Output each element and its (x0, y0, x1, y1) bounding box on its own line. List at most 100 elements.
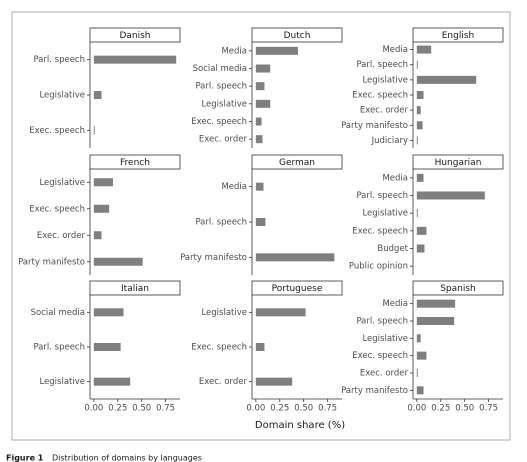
x-tick-label: 0.25 (431, 404, 450, 414)
x-tick-label: 0.00 (407, 404, 426, 414)
y-tick-label: Parl. speech (33, 343, 85, 353)
y-tick-label: Exec. speech (191, 117, 247, 127)
y-tick-label: Media (382, 45, 408, 55)
bar (255, 218, 266, 226)
bar (416, 369, 418, 377)
y-tick-label: Media (382, 299, 408, 309)
y-tick-label: Budget (377, 244, 408, 254)
y-tick-label: Party manifesto (180, 253, 247, 263)
y-tick-label: Exec. order (360, 106, 409, 116)
bar (416, 317, 455, 325)
caption-label: Figure 1 (6, 454, 44, 462)
bar (93, 231, 102, 240)
facet-header (251, 154, 343, 170)
y-tick-label: Exec. order (360, 369, 409, 379)
facet-title: German (279, 158, 315, 168)
bar (416, 173, 424, 182)
facet-title: French (120, 158, 150, 168)
bar (416, 136, 418, 145)
facet-title: Italian (121, 284, 149, 294)
bar (416, 209, 418, 218)
bar (416, 226, 427, 235)
bar (255, 253, 335, 262)
facet-title: Dutch (284, 31, 311, 41)
facet-header (89, 154, 181, 170)
facet-header (412, 280, 504, 296)
facet-title: Hungarian (435, 158, 482, 168)
y-tick-label: Exec. order (37, 231, 86, 241)
facet-header (412, 27, 504, 43)
y-tick-label: Parl. speech (356, 191, 408, 201)
bar (416, 334, 421, 343)
bar (416, 45, 432, 54)
bar (93, 308, 124, 317)
x-tick-label: 0.50 (294, 404, 313, 414)
y-tick-label: Exec. speech (352, 91, 408, 101)
bar (416, 244, 425, 253)
y-tick-label: Parl. speech (356, 317, 408, 327)
bar (255, 377, 293, 386)
y-tick-label: Public opinion (349, 262, 408, 272)
x-tick-label: 0.75 (479, 404, 498, 414)
y-tick-label: Exec. speech (29, 204, 85, 214)
x-tick-label: 0.75 (156, 404, 175, 414)
y-tick-label: Judiciary (371, 136, 408, 146)
y-tick-label: Party manifesto (18, 257, 85, 267)
y-tick-label: Legislative (39, 377, 85, 387)
y-tick-label: Parl. speech (33, 55, 85, 65)
figure-border (11, 11, 511, 441)
x-tick-label: 0.50 (455, 404, 474, 414)
facet-title: Portuguese (272, 284, 323, 294)
bar (416, 299, 456, 308)
bar (255, 64, 271, 73)
facet-header (89, 27, 181, 43)
bar (255, 99, 271, 108)
y-tick-label: Exec. speech (29, 126, 85, 136)
x-tick-label: 0.25 (108, 404, 127, 414)
bar (93, 178, 113, 187)
y-tick-label: Parl. speech (195, 218, 247, 228)
facet-title: English (442, 31, 475, 41)
bar (416, 351, 427, 360)
x-tick-label: 0.00 (84, 404, 103, 414)
y-tick-label: Exec. speech (352, 351, 408, 361)
bar (416, 91, 424, 99)
y-tick-label: Legislative (362, 75, 408, 85)
bar (255, 343, 265, 351)
y-tick-label: Party manifesto (341, 386, 408, 396)
bar (255, 182, 264, 191)
bar (93, 91, 102, 99)
bar (255, 135, 263, 144)
bar (416, 386, 424, 395)
x-axis-title: Domain share (%) (255, 420, 345, 431)
y-tick-label: Social media (31, 308, 85, 318)
y-tick-label: Legislative (39, 91, 85, 101)
y-tick-label: Media (221, 182, 247, 192)
facet-title: Spanish (440, 284, 476, 294)
x-tick-label: 0.25 (270, 404, 289, 414)
y-tick-label: Media (382, 173, 408, 183)
bar (93, 343, 121, 351)
y-tick-label: Parl. speech (195, 82, 247, 92)
caption-text: Distribution of domains by languages (52, 454, 202, 462)
x-tick-label: 0.75 (318, 404, 337, 414)
y-tick-label: Legislative (201, 308, 247, 318)
bar (93, 55, 177, 64)
y-tick-label: Legislative (39, 178, 85, 188)
y-tick-label: Legislative (362, 334, 408, 344)
bar (255, 46, 298, 55)
y-tick-label: Party manifesto (341, 121, 408, 131)
facet-header (251, 280, 343, 296)
bar (416, 75, 477, 84)
bar (255, 117, 262, 126)
facet-title: Danish (119, 31, 150, 41)
bar (416, 191, 485, 200)
y-tick-label: Exec. order (199, 377, 248, 387)
y-tick-label: Media (221, 46, 247, 56)
y-tick-label: Parl. speech (356, 60, 408, 70)
y-tick-label: Exec. order (199, 135, 248, 145)
bar (416, 60, 418, 69)
facet-header (412, 154, 504, 170)
bar (255, 308, 306, 317)
x-tick-label: 0.50 (132, 404, 151, 414)
